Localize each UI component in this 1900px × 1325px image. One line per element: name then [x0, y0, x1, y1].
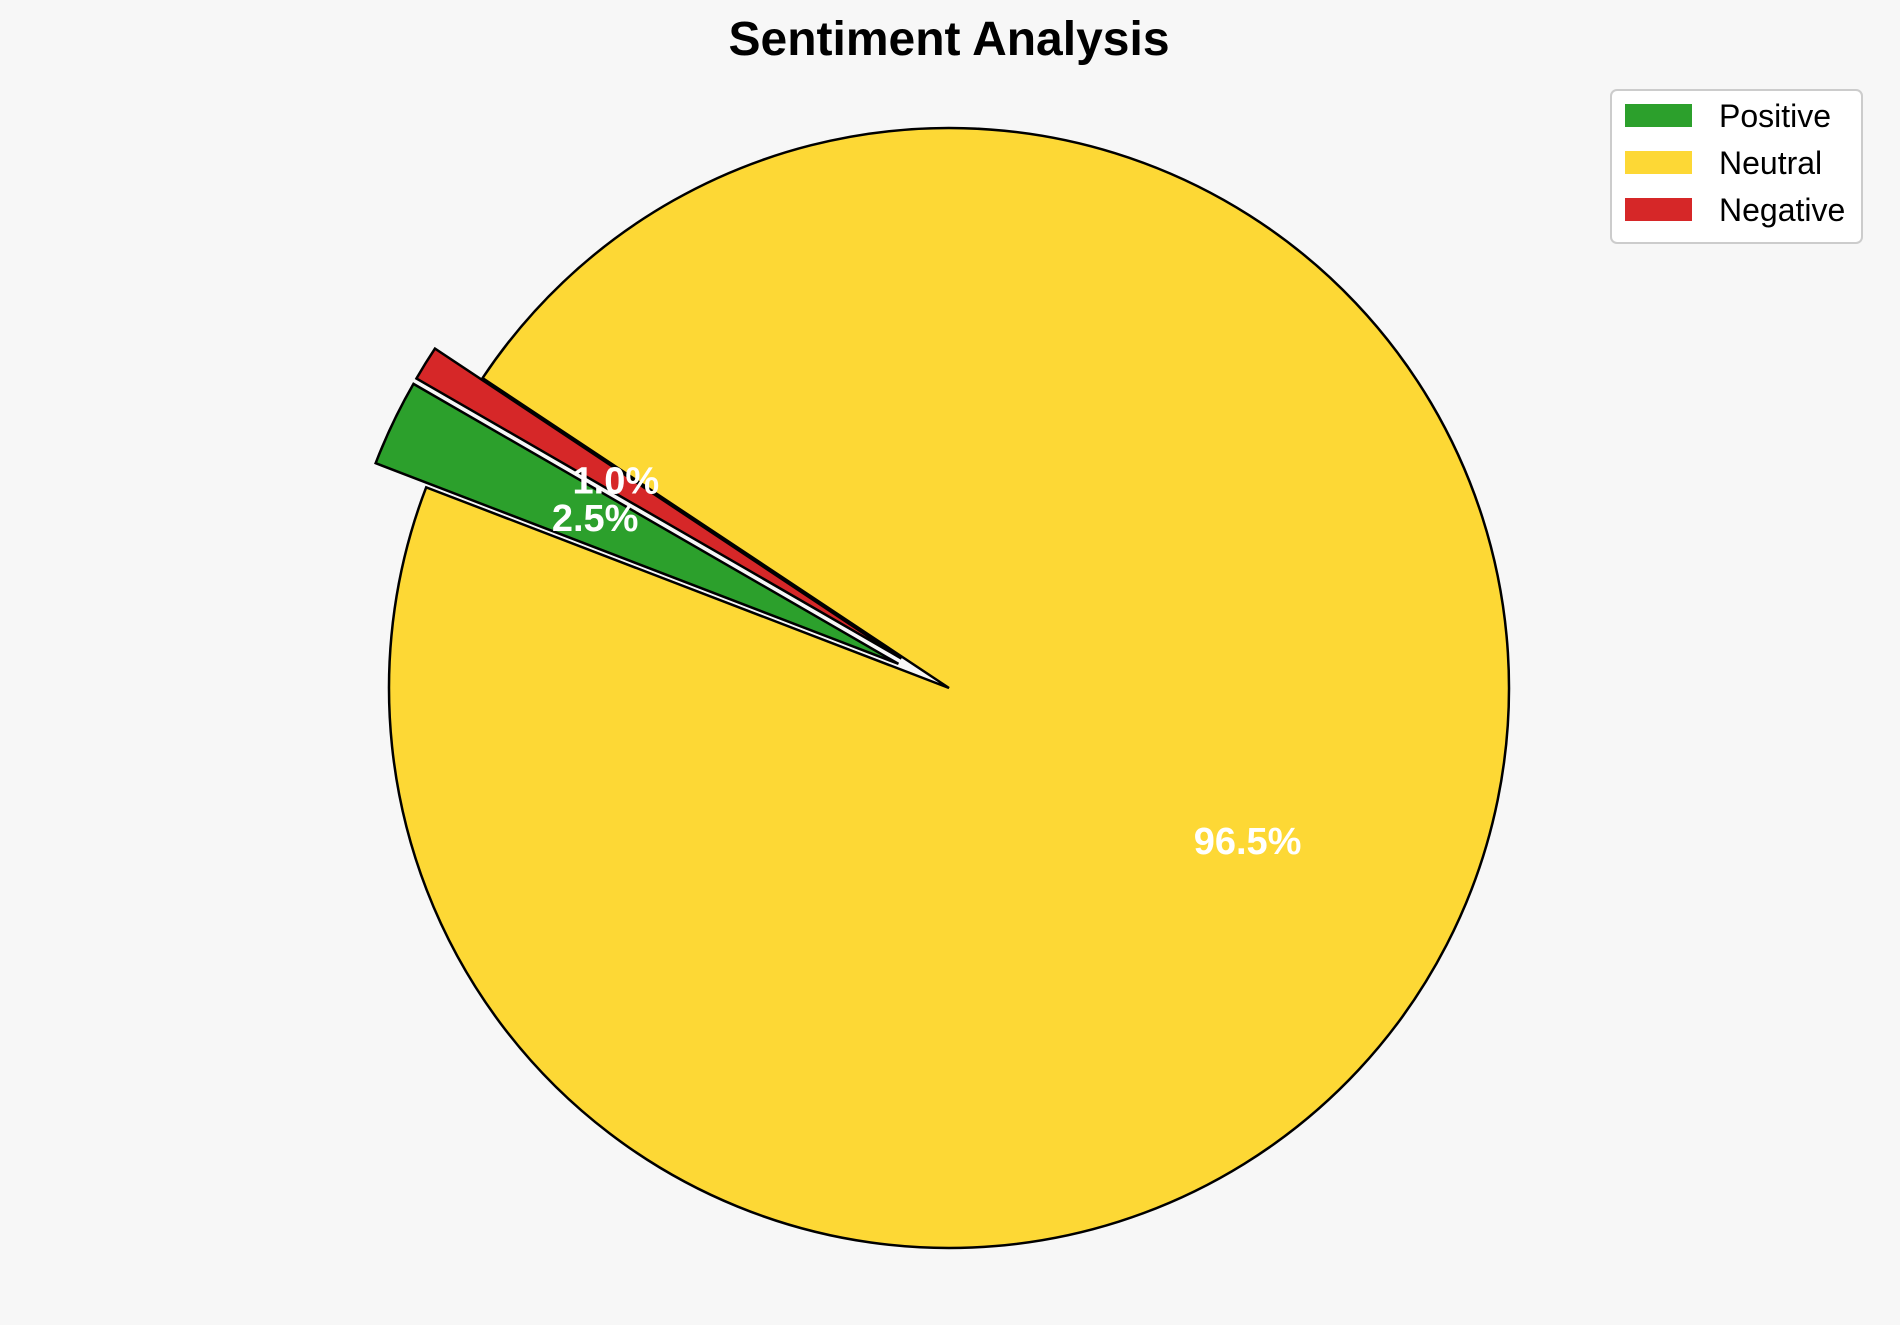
- legend: Positive Neutral Negative: [1610, 89, 1863, 244]
- pie-slices: [374, 126, 1511, 1250]
- legend-label-positive: Positive: [1719, 98, 1831, 134]
- chart-title: Sentiment Analysis: [728, 13, 1169, 66]
- pie-label-negative: 1.0%: [573, 460, 660, 502]
- pie-slice-neutral: [387, 126, 1511, 1250]
- legend-swatch-negative: [1625, 198, 1692, 221]
- pie-percent-labels: 2.5% 96.5% 1.0%: [552, 460, 1302, 863]
- pie-slice-positive: [374, 382, 900, 666]
- legend-swatch-neutral: [1625, 151, 1692, 174]
- pie-label-positive: 2.5%: [552, 498, 639, 540]
- legend-label-neutral: Neutral: [1719, 145, 1822, 181]
- legend-label-negative: Negative: [1719, 192, 1845, 228]
- legend-swatch-positive: [1625, 104, 1692, 127]
- pie-slice-negative: [414, 346, 903, 660]
- pie-label-neutral: 96.5%: [1194, 821, 1302, 863]
